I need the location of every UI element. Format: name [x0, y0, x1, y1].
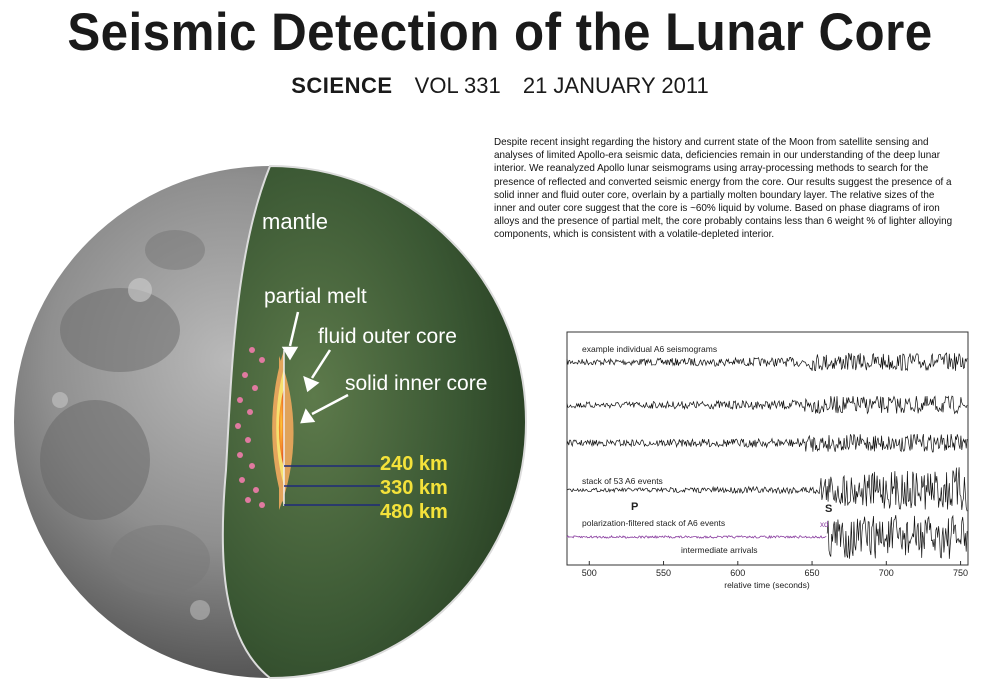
polarization-filtered-trace — [566, 534, 827, 539]
abstract-text: Despite recent insight regarding the his… — [494, 137, 953, 241]
trace1-annotation: example individual A6 seismograms — [582, 344, 717, 354]
x-tick-label: 650 — [805, 568, 820, 578]
p-phase-label: P — [631, 501, 638, 513]
inner-core-half — [278, 388, 284, 468]
radius-lines — [284, 465, 380, 506]
radius-480-label: 480 km — [380, 501, 448, 523]
x-axis-label: relative time (seconds) — [724, 580, 810, 590]
radius-330-label: 330 km — [380, 477, 448, 499]
moon-surface-texture — [40, 230, 210, 620]
mantle-label: mantle — [262, 209, 328, 234]
citation-line: SCIENCE VOL 331 21 JANUARY 2011 — [0, 73, 1000, 99]
seismogram-trace-2 — [566, 395, 968, 415]
label-arrows — [281, 311, 349, 424]
x-tick-label: 750 — [953, 568, 968, 578]
paper-title: Seismic Detection of the Lunar Core — [67, 3, 933, 62]
publication-date: 21 JANUARY 2011 — [522, 73, 709, 98]
intermediate-arrivals-annotation: intermediate arrivals — [681, 545, 758, 555]
x-tick-label: 700 — [879, 568, 894, 578]
x-tick-label: 500 — [582, 568, 597, 578]
seismogram-trace-4 — [566, 467, 968, 512]
xd-annotation: xd — [820, 520, 828, 529]
seismogram-trace-3 — [566, 433, 968, 453]
solid-inner-core-label: solid inner core — [345, 372, 487, 395]
x-axis: 500 550 600 650 700 750 — [582, 561, 968, 578]
seismogram-trace-1 — [566, 352, 968, 372]
seismogram-traces — [566, 352, 968, 559]
stack-annotation: stack of 53 A6 events — [582, 476, 663, 486]
seismogram-trace-5 — [826, 514, 968, 559]
x-tick-label: 600 — [730, 568, 745, 578]
volume: VOL 331 — [414, 73, 501, 98]
journal-name: SCIENCE — [291, 73, 393, 98]
mantle-cutaway — [221, 164, 527, 680]
partial-melt-label: partial melt — [264, 285, 367, 308]
radius-240-label: 240 km — [380, 453, 448, 475]
partial-melt-droplets — [235, 347, 265, 508]
x-tick-label: 550 — [656, 568, 671, 578]
polarization-annotation: polarization-filtered stack of A6 events — [582, 518, 725, 528]
fluid-outer-core-label: fluid outer core — [318, 325, 457, 348]
s-phase-label: S — [825, 503, 832, 515]
